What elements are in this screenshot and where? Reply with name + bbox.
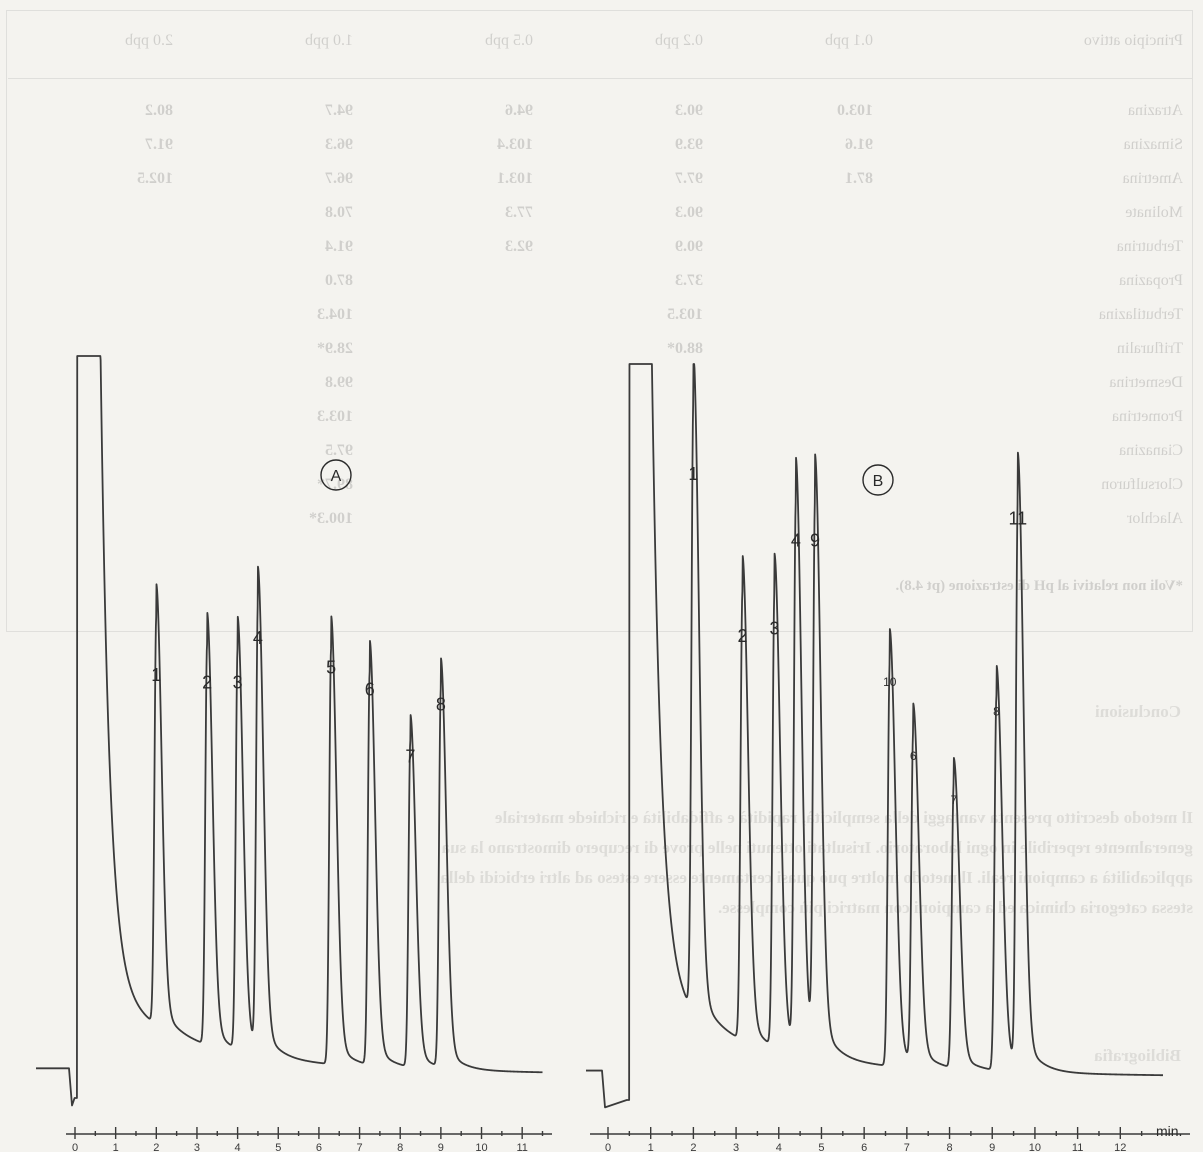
peak-label-3: 3 [233,672,243,692]
x-tick-label: 10 [1029,1142,1041,1152]
x-tick-label: 7 [357,1142,363,1152]
x-tick-label: 11 [1072,1142,1083,1152]
peak-label-7: 7 [405,747,415,767]
x-tick-label: 6 [316,1142,322,1152]
x-tick-label: 8 [946,1142,952,1152]
peak-label-8: 8 [436,695,446,715]
peak-label-9: 9 [810,530,820,550]
x-tick-label: 5 [275,1142,281,1152]
peak-label-6: 6 [365,680,375,700]
peak-label-11: 11 [1009,508,1028,528]
x-tick-label: 2 [690,1142,696,1152]
peak-label-6: 6 [910,749,917,763]
peak-label-7: 7 [950,793,957,807]
x-tick-label: 4 [235,1142,241,1152]
peak-label-1: 1 [151,665,161,685]
panel-label-circle [862,464,894,496]
x-tick-label: 0 [72,1142,78,1152]
x-tick-label: 9 [989,1142,995,1152]
x-tick-label: 10 [475,1142,487,1152]
x-tick-label: 0 [605,1142,611,1152]
panel-label-circle [320,459,352,491]
x-tick-label: 3 [194,1142,200,1152]
peak-label-10: 10 [883,675,897,689]
panel-label-A: A [331,468,342,485]
x-tick-label: 9 [438,1142,444,1152]
x-tick-label: 6 [861,1142,867,1152]
peak-label-4: 4 [253,628,263,648]
chromatogram-trace [36,355,544,1107]
x-tick-label: 12 [1114,1142,1126,1152]
x-tick-label: 11 [516,1142,527,1152]
x-tick-label: 5 [818,1142,824,1152]
x-tick-label: 1 [113,1142,119,1152]
x-tick-label: 3 [733,1142,739,1152]
peak-label-2: 2 [202,672,212,692]
peak-label-2: 2 [737,626,747,646]
chromatogram-trace [586,363,1164,1109]
x-unit-label: min. [1156,1123,1182,1139]
peak-label-5: 5 [326,657,336,677]
x-tick-label: 8 [397,1142,403,1152]
x-tick-label: 7 [904,1142,910,1152]
peak-label-3: 3 [769,619,779,639]
x-tick-label: 1 [648,1142,654,1152]
peak-label-1: 1 [688,464,698,484]
peak-label-8: 8 [993,705,1000,719]
x-tick-label: 2 [153,1142,159,1152]
peak-label-4: 4 [791,530,801,550]
panel-label-B: B [873,473,884,490]
x-tick-label: 4 [776,1142,782,1152]
